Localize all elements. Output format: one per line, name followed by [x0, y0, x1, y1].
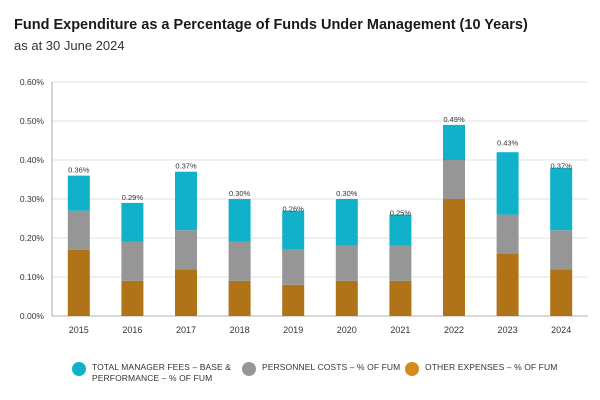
- bar-total-label: 0.43%: [497, 138, 519, 147]
- bar-segment-personnel-costs: [550, 230, 573, 270]
- bar-segment-total-manager-fees: [496, 152, 519, 215]
- bar-segment-personnel-costs: [228, 241, 251, 281]
- bar-segment-personnel-costs: [496, 214, 519, 254]
- legend-label-line: PERSONNEL COSTS – % OF FUM: [262, 362, 401, 372]
- bar-total-label: 0.36%: [68, 166, 90, 175]
- bar-total-label: 0.49%: [443, 115, 465, 124]
- legend-item-manager-fees: TOTAL MANAGER FEES – BASE & PERFORMANCE …: [72, 362, 231, 384]
- x-tick-label: 2022: [444, 325, 464, 335]
- bar-segment-total-manager-fees: [228, 199, 251, 242]
- bar-segment-personnel-costs: [67, 210, 90, 250]
- bar-segment-personnel-costs: [121, 241, 144, 281]
- x-tick-label: 2021: [390, 325, 410, 335]
- x-tick-label: 2015: [69, 325, 89, 335]
- bar-segment-total-manager-fees: [282, 210, 305, 250]
- legend-label-personnel-costs: PERSONNEL COSTS – % OF FUM: [262, 362, 400, 373]
- x-tick-label: 2019: [283, 325, 303, 335]
- bar-total-label: 0.30%: [336, 189, 358, 198]
- bar-segment-personnel-costs: [335, 245, 358, 281]
- bar-segment-other-expenses: [443, 199, 465, 316]
- legend-label-line: PERFORMANCE – % OF FUM: [92, 373, 213, 383]
- bar-segment-other-expenses: [228, 280, 251, 316]
- legend-item-other-expenses: OTHER EXPENSES – % OF FUM: [405, 362, 557, 376]
- bar-segment-total-manager-fees: [335, 199, 358, 246]
- bar-total-label: 0.29%: [122, 193, 144, 202]
- y-tick-label: 0.40%: [20, 155, 45, 165]
- x-tick-label: 2023: [498, 325, 518, 335]
- y-tick-label: 0.30%: [20, 194, 45, 204]
- bar-segment-total-manager-fees: [389, 214, 412, 246]
- bar-segment-personnel-costs: [282, 249, 305, 285]
- y-tick-label: 0.00%: [20, 311, 45, 321]
- bar-segment-personnel-costs: [389, 245, 412, 281]
- y-tick-label: 0.60%: [20, 77, 45, 87]
- bar-segment-other-expenses: [282, 284, 305, 316]
- legend-label-line: TOTAL MANAGER FEES – BASE &: [92, 362, 232, 372]
- bar-segment-other-expenses: [389, 280, 412, 316]
- bar-segment-other-expenses: [550, 269, 573, 316]
- y-tick-label: 0.10%: [20, 272, 45, 282]
- bar-total-label: 0.26%: [283, 205, 305, 214]
- x-tick-label: 2020: [337, 325, 357, 335]
- bar-segment-total-manager-fees: [175, 171, 197, 231]
- x-tick-label: 2017: [176, 325, 196, 335]
- bar-total-label: 0.30%: [229, 189, 251, 198]
- legend-label-line: OTHER EXPENSES – % OF FUM: [425, 362, 558, 372]
- x-tick-label: 2018: [230, 325, 250, 335]
- y-tick-label: 0.50%: [20, 116, 45, 126]
- bar-segment-total-manager-fees: [550, 167, 573, 231]
- bar-segment-other-expenses: [335, 280, 358, 316]
- bar-segment-total-manager-fees: [121, 202, 144, 242]
- bar-total-label: 0.37%: [551, 162, 573, 171]
- bar-segment-other-expenses: [67, 249, 90, 316]
- chart-subtitle: as at 30 June 2024: [14, 38, 125, 53]
- chart-title: Fund Expenditure as a Percentage of Fund…: [14, 17, 528, 33]
- chart-legend: TOTAL MANAGER FEES – BASE & PERFORMANCE …: [72, 362, 592, 394]
- bar-total-label: 0.25%: [390, 209, 412, 218]
- bar-segment-other-expenses: [496, 253, 519, 316]
- bar-segment-total-manager-fees: [443, 124, 465, 160]
- bar-segment-other-expenses: [121, 280, 144, 316]
- bar-segment-total-manager-fees: [67, 175, 90, 211]
- legend-label-manager-fees: TOTAL MANAGER FEES – BASE & PERFORMANCE …: [92, 362, 231, 384]
- legend-swatch-manager-fees: [72, 362, 86, 376]
- legend-label-other-expenses: OTHER EXPENSES – % OF FUM: [425, 362, 557, 373]
- bar-segment-personnel-costs: [443, 160, 465, 199]
- legend-swatch-other-expenses: [405, 362, 419, 376]
- legend-swatch-personnel-costs: [242, 362, 256, 376]
- x-tick-label: 2024: [551, 325, 571, 335]
- legend-item-personnel-costs: PERSONNEL COSTS – % OF FUM: [242, 362, 400, 376]
- bar-segment-personnel-costs: [175, 230, 197, 270]
- y-tick-label: 0.20%: [20, 233, 45, 243]
- bar-segment-other-expenses: [175, 269, 197, 316]
- bar-total-label: 0.37%: [175, 162, 197, 171]
- x-tick-label: 2016: [122, 325, 142, 335]
